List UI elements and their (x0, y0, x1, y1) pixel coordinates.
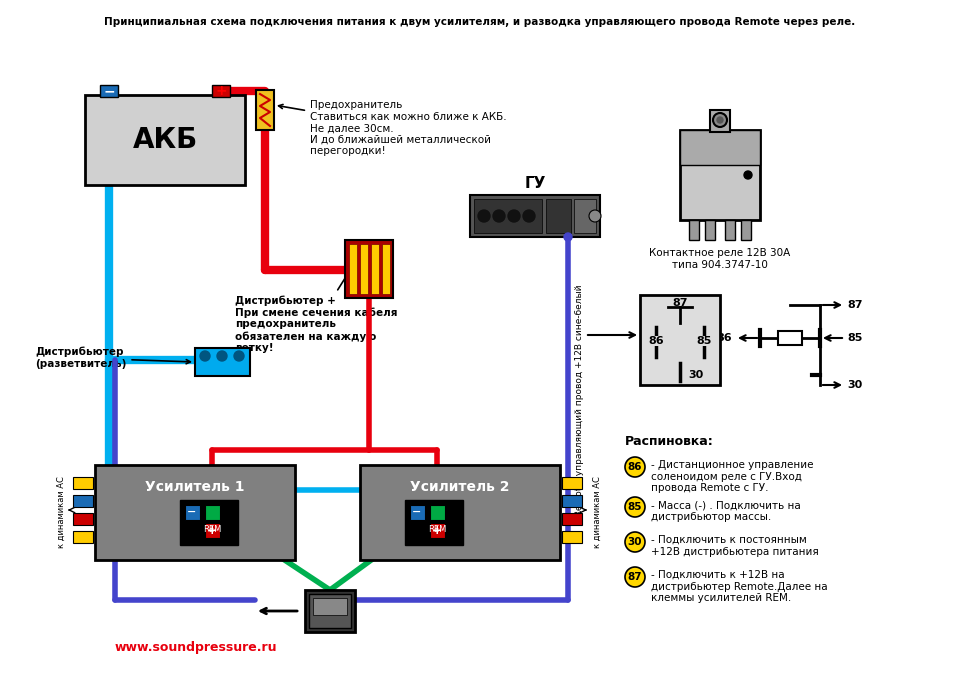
Bar (680, 130, 760, 165)
Bar (205, 523, 220, 538)
Text: 86: 86 (628, 462, 642, 472)
Text: АКБ: АКБ (132, 126, 198, 154)
Text: Распиновка:: Распиновка: (625, 435, 713, 448)
Bar (725, 220, 735, 240)
Circle shape (625, 497, 645, 517)
Bar (640, 295, 720, 385)
Bar (680, 130, 760, 220)
Bar (180, 500, 238, 545)
Circle shape (523, 210, 535, 222)
Circle shape (589, 210, 601, 222)
Bar (562, 477, 582, 489)
Text: Усилитель 2: Усилитель 2 (410, 480, 510, 494)
Bar (710, 110, 730, 132)
Circle shape (493, 210, 505, 222)
Bar (430, 523, 445, 538)
Bar (73, 513, 93, 525)
Bar (430, 505, 445, 520)
Circle shape (625, 567, 645, 587)
Text: +: + (432, 523, 443, 537)
Bar (562, 531, 582, 543)
Circle shape (508, 210, 520, 222)
Bar (405, 500, 463, 545)
Bar (705, 220, 715, 240)
Bar (574, 199, 596, 233)
Text: ГУ: ГУ (524, 176, 545, 191)
Bar (689, 220, 699, 240)
Text: Предохранитель
Ставиться как можно ближе к АКБ.
Не далее 30см.
И до ближайшей ме: Предохранитель Ставиться как можно ближе… (278, 100, 507, 156)
Bar (371, 244, 379, 294)
Text: REM: REM (428, 525, 446, 534)
Text: Усилитель 1: Усилитель 1 (145, 480, 245, 494)
Text: - Подключить к постоянным
+12В дистрибьютера питания: - Подключить к постоянным +12В дистрибью… (651, 535, 819, 557)
Text: Контактное реле 12В 30А
типа 904.3747-10: Контактное реле 12В 30А типа 904.3747-10 (649, 248, 791, 270)
Bar (73, 531, 93, 543)
Circle shape (564, 233, 572, 241)
Bar (349, 244, 357, 294)
Bar (741, 220, 751, 240)
Text: - Подключить к +12В на
дистрибьютер Remote.Далее на
клеммы усилителей REM.: - Подключить к +12В на дистрибьютер Remo… (651, 570, 828, 603)
Bar (360, 244, 368, 294)
Bar (546, 199, 571, 233)
Bar (195, 348, 250, 376)
Text: 85: 85 (847, 333, 862, 343)
Bar (562, 513, 582, 525)
Bar (185, 505, 200, 520)
Bar (205, 505, 220, 520)
Bar (95, 465, 295, 560)
Text: 30: 30 (847, 380, 862, 390)
Bar (256, 90, 274, 130)
Text: Remote  управляющий провод +12В сине-белый: Remote управляющий провод +12В сине-белы… (575, 284, 584, 516)
Text: 87: 87 (672, 298, 687, 308)
Text: +: + (206, 523, 217, 537)
Circle shape (478, 210, 490, 222)
Text: 87: 87 (847, 300, 862, 310)
Circle shape (713, 113, 727, 127)
Text: 87: 87 (628, 572, 642, 582)
Text: к динамикам АС: к динамикам АС (592, 477, 602, 548)
Bar (470, 195, 600, 237)
Text: 85: 85 (696, 336, 711, 346)
Bar (212, 85, 230, 97)
Bar (309, 594, 351, 628)
Text: REM: REM (203, 525, 221, 534)
Bar (410, 505, 425, 520)
Text: 30: 30 (688, 370, 704, 380)
Bar (305, 590, 355, 632)
Text: 85: 85 (628, 502, 642, 512)
Circle shape (744, 171, 752, 179)
Circle shape (200, 351, 210, 361)
Bar (382, 244, 390, 294)
Bar (345, 240, 393, 298)
Text: Принципиальная схема подключения питания к двум усилителям, и разводка управляющ: Принципиальная схема подключения питания… (105, 17, 855, 27)
Text: −: − (412, 507, 421, 517)
Text: к динамикам АС: к динамикам АС (57, 477, 65, 548)
Text: Дистрибьютер
(разветвитель): Дистрибьютер (разветвитель) (35, 347, 190, 369)
Circle shape (717, 117, 723, 123)
Text: +: + (215, 84, 227, 98)
Text: www.soundpressure.ru: www.soundpressure.ru (115, 641, 277, 654)
Text: Дистрибьютер +
При смене сечения кабеля
предохранитель
обязателен на каждую
ветк: Дистрибьютер + При смене сечения кабеля … (235, 244, 397, 353)
Bar (360, 465, 560, 560)
Circle shape (625, 532, 645, 552)
Text: - Дистанционное управление
соленоидом реле с ГУ.Вход
провода Remote с ГУ.: - Дистанционное управление соленоидом ре… (651, 460, 813, 493)
Text: 86: 86 (648, 336, 663, 346)
Text: 30: 30 (628, 537, 642, 547)
Bar (100, 85, 118, 97)
Bar (474, 199, 542, 233)
Bar (73, 477, 93, 489)
Bar (73, 495, 93, 507)
Circle shape (234, 351, 244, 361)
Circle shape (625, 457, 645, 477)
Text: - Масса (-) . Подключить на
дистрибьютор массы.: - Масса (-) . Подключить на дистрибьютор… (651, 500, 801, 522)
Bar (85, 95, 245, 185)
Text: −: − (187, 507, 197, 517)
Text: −: − (103, 84, 115, 98)
Circle shape (217, 351, 227, 361)
Bar (778, 331, 802, 345)
Bar (562, 495, 582, 507)
Text: 86: 86 (716, 333, 732, 343)
Bar (313, 598, 347, 615)
